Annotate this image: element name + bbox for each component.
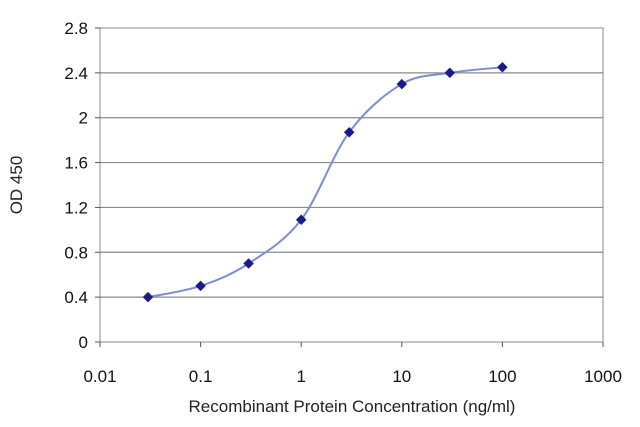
- data-point: [343, 126, 355, 138]
- x-tick-label: 1: [296, 367, 305, 386]
- x-tick-label: 100: [488, 367, 516, 386]
- x-tick-label: 0.1: [189, 367, 213, 386]
- y-tick-label: 1.6: [64, 154, 88, 173]
- data-point: [497, 61, 508, 73]
- data-point: [396, 78, 408, 90]
- y-axis-label: OD 450: [7, 156, 26, 215]
- axis-layer: 0 0.4 0.8 1.2 1.6 2 2.4 2.8 0.01 0.1 1 10 100 1000: [64, 19, 622, 386]
- x-tick-label: 1000: [584, 367, 622, 386]
- y-tick-label: 0: [79, 333, 88, 352]
- series-layer: [142, 61, 508, 303]
- y-tick-label: 2: [79, 109, 88, 128]
- y-tick-label: 1.2: [64, 198, 88, 217]
- y-tick-label: 2.8: [64, 19, 88, 38]
- series-line: [147, 66, 503, 299]
- x-tick-label: 0.01: [83, 367, 116, 386]
- data-point: [243, 258, 254, 269]
- y-tick-label: 2.4: [64, 64, 88, 83]
- data-point: [444, 67, 456, 79]
- y-tick-label: 0.8: [64, 243, 88, 262]
- y-tick-label: 0.4: [64, 288, 88, 307]
- data-point: [195, 280, 206, 292]
- data-point: [295, 214, 307, 226]
- data-point: [142, 291, 154, 303]
- grid-layer: [100, 72, 603, 298]
- plot-area: [99, 27, 604, 343]
- x-axis-label: Recombinant Protein Concentration (ng/ml…: [189, 397, 516, 416]
- x-tick-label: 10: [392, 367, 411, 386]
